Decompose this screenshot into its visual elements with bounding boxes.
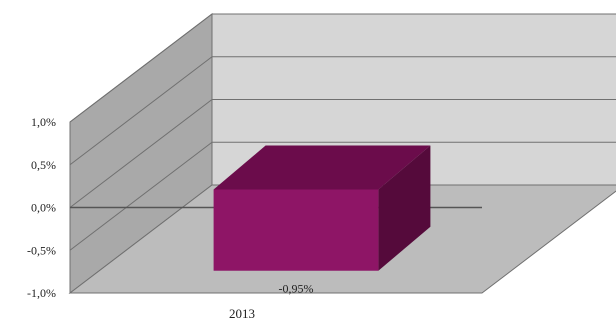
y-tick-label: 0,0%	[31, 201, 56, 215]
data-label: -0,95%	[279, 282, 314, 296]
y-tick-label: 0,5%	[31, 158, 56, 172]
y-tick-label: -1,0%	[27, 286, 56, 300]
x-tick-label: 2013	[229, 306, 255, 321]
y-tick-label: 1,0%	[31, 115, 56, 129]
bar	[213, 189, 379, 271]
bar-top	[213, 145, 431, 190]
side-gridline-1	[69, 56, 213, 166]
side-gridline-2	[69, 99, 213, 208]
y-tick-label: -0,5%	[27, 243, 56, 257]
bar-side	[378, 145, 431, 271]
side-gridline-3	[69, 141, 213, 251]
side-gridline-0	[69, 13, 213, 123]
